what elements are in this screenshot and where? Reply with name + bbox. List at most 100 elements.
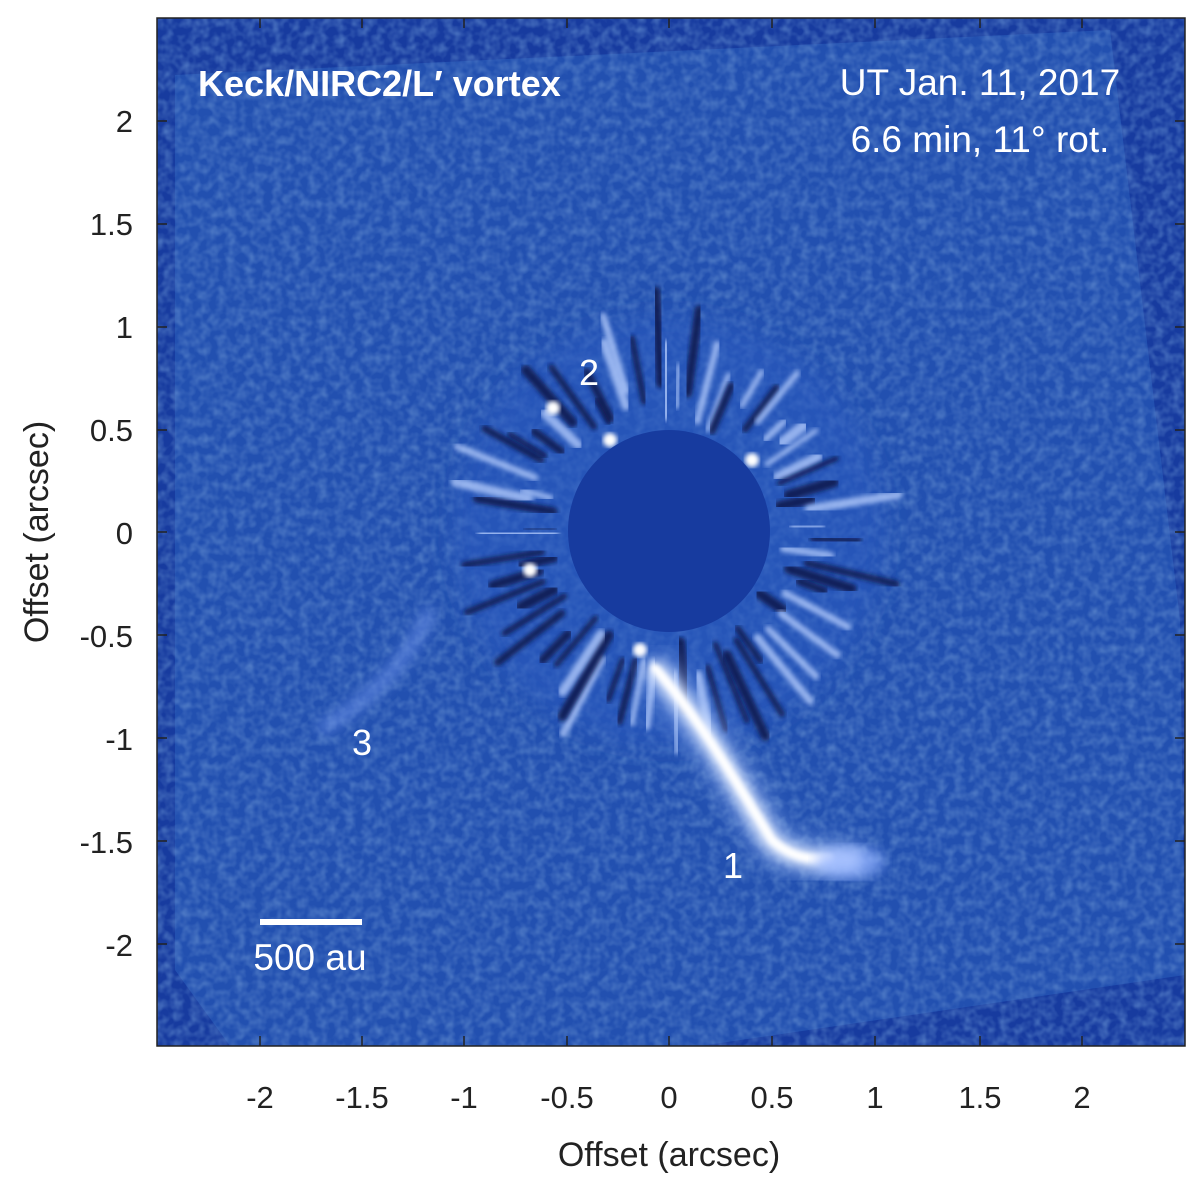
speckle-streak — [693, 340, 721, 425]
x-tick-label: -1.5 — [335, 1080, 388, 1115]
speckle-streak — [722, 650, 771, 741]
speckle-streak — [674, 363, 682, 410]
speckle-streak — [764, 625, 820, 680]
image-panel — [157, 18, 1185, 1046]
speckle-streak — [481, 425, 545, 464]
speckle-streak — [753, 633, 814, 705]
speckle-streak — [461, 548, 545, 569]
x-tick-label: 1.5 — [958, 1080, 1001, 1115]
speckle-streak — [477, 527, 560, 540]
speckle-streak — [741, 384, 780, 433]
speckle-streak — [712, 641, 750, 724]
bright-speckle — [603, 433, 617, 447]
speckle-streak — [708, 382, 736, 435]
speckle-streak — [779, 544, 835, 560]
speckle-streak — [515, 584, 560, 612]
speckle-streak — [781, 589, 852, 631]
x-tick-label: 0 — [660, 1080, 677, 1115]
speckle-streak — [553, 615, 599, 668]
speckle-streak — [628, 335, 648, 405]
speckle-streak — [599, 312, 630, 395]
speckle-streak — [764, 428, 819, 467]
speckle-streak — [776, 420, 810, 449]
speckle-streak — [754, 370, 801, 425]
speckle-pattern — [450, 286, 903, 755]
x-tick-labels: -2 -1.5 -1 -0.5 0 0.5 1 1.5 2 — [246, 1080, 1090, 1115]
speckle-streak — [704, 664, 729, 733]
speckle-streak — [538, 629, 573, 665]
speckle-streak — [453, 443, 539, 481]
y-tick-labels: 2 1.5 1 0.5 0 -0.5 -1 -1.5 -2 — [80, 104, 133, 963]
speckle-streak — [783, 476, 839, 501]
speckle-streak — [803, 559, 900, 588]
speckle-streak — [734, 625, 764, 664]
speckle-streak — [772, 451, 824, 482]
speckle-streak — [472, 494, 558, 516]
speckle-streak — [548, 364, 598, 430]
speckle-streak — [683, 305, 704, 398]
observation-date: UT Jan. 11, 2017 — [840, 62, 1120, 103]
x-tick-label: 0.5 — [750, 1080, 793, 1115]
speckle-streak — [733, 637, 786, 718]
speckle-streak — [784, 563, 857, 594]
speckle-streak — [795, 577, 829, 595]
speckle-streak — [809, 535, 862, 545]
y-tick-label: 0 — [116, 516, 133, 551]
faint-feature-3 — [316, 607, 437, 737]
y-tick-label: 0.5 — [90, 413, 133, 448]
speckle-streak — [501, 593, 568, 637]
y-tick-label: -0.5 — [80, 619, 133, 654]
speckle-streak — [777, 609, 841, 659]
y-tick-label: 1.5 — [90, 207, 133, 242]
speckle-streak — [605, 656, 626, 703]
speckle-streak — [519, 487, 554, 502]
speckle-streak — [739, 369, 765, 409]
bright-speckle — [523, 563, 537, 577]
x-tick-label: -1 — [450, 1080, 478, 1115]
instrument-title: Keck/NIRC2/L′ vortex — [198, 63, 561, 104]
speckle-streak — [789, 523, 826, 530]
x-tick-label: -2 — [246, 1080, 274, 1115]
coronagraph-mask — [568, 430, 770, 632]
source-label-2: 2 — [579, 352, 599, 393]
y-tick-label: -1.5 — [80, 825, 133, 860]
speckle-streak — [616, 657, 639, 726]
source-label-1: 1 — [723, 845, 743, 886]
x-tick-label: -0.5 — [540, 1080, 593, 1115]
speckle-streak — [651, 286, 666, 389]
speckle-streak — [520, 364, 578, 428]
speckle-streak — [557, 630, 614, 722]
y-tick-label: -2 — [105, 928, 133, 963]
speckle-streak — [753, 588, 789, 616]
speckle-streak — [582, 367, 615, 423]
source-label-3: 3 — [352, 722, 372, 763]
bright-speckle — [546, 401, 560, 415]
y-tick-label: 1 — [116, 310, 133, 345]
speckle-streak — [629, 657, 647, 727]
y-tick-label: 2 — [116, 104, 133, 139]
bright-speckle — [745, 453, 759, 467]
speckle-streak — [539, 408, 583, 450]
x-axis-title: Offset (arcsec) — [558, 1136, 780, 1174]
scale-bar-label: 500 au — [253, 937, 366, 978]
axis-ticks — [157, 18, 1185, 1046]
speckle-streak — [530, 427, 566, 456]
speckle-streak — [804, 490, 903, 514]
speckle-streak — [559, 655, 606, 738]
y-axis-title: Offset (arcsec) — [18, 421, 56, 643]
speckle-streak — [705, 372, 731, 432]
exposure-rotation: 6.6 min, 11° rot. — [851, 119, 1110, 160]
speckle-streak — [494, 609, 566, 666]
speckle-streak — [507, 431, 548, 459]
speckle-streak — [660, 340, 672, 421]
bright-speckle — [633, 643, 647, 657]
speckle-streak — [557, 629, 606, 697]
speckle-streak — [776, 455, 839, 486]
x-tick-label: 1 — [866, 1080, 883, 1115]
speckle-streak — [599, 338, 631, 411]
speckle-streak — [450, 477, 534, 504]
speckle-streak — [762, 418, 788, 443]
y-tick-label: -1 — [105, 722, 133, 757]
x-tick-label: 2 — [1073, 1080, 1090, 1115]
